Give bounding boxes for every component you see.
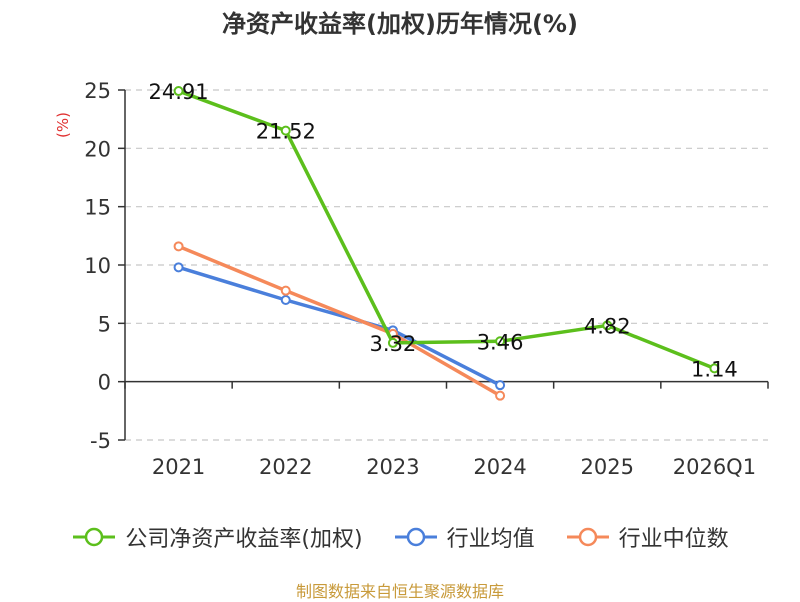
series-line-industry_median xyxy=(177,244,501,398)
legend-item-company[interactable]: 公司净资产收益率(加权) xyxy=(71,521,363,553)
data-label: 24.91 xyxy=(149,80,209,104)
data-label: 3.46 xyxy=(477,330,524,354)
legend-label-company: 公司净资产收益率(加权) xyxy=(125,527,363,552)
data-point-company xyxy=(709,363,720,374)
y-tick-label: 15 xyxy=(84,196,111,220)
data-point-company xyxy=(173,86,184,97)
data-label: 4.82 xyxy=(584,314,631,338)
legend-label-industry-median: 行业中位数 xyxy=(618,527,729,552)
y-tick-label: 20 xyxy=(84,137,111,161)
x-tick-label: 2026Q1 xyxy=(673,455,756,479)
legend-item-industry-avg[interactable]: 行业均值 xyxy=(393,521,535,553)
data-point-company xyxy=(387,337,398,348)
x-tick-label: 2024 xyxy=(473,455,526,479)
data-point-company xyxy=(495,336,506,347)
legend-swatch-industry-median xyxy=(566,527,609,547)
data-point-industry_median xyxy=(495,390,506,401)
data-point-industry_avg xyxy=(280,295,291,305)
data-label: 3.32 xyxy=(370,332,417,356)
y-axis-label: (%) xyxy=(54,112,72,138)
x-tick-label: 2022 xyxy=(259,455,312,479)
data-point-industry_avg xyxy=(495,380,506,391)
y-tick-label: 25 xyxy=(84,79,111,103)
x-tick-label: 2025 xyxy=(581,455,634,479)
legend: 公司净资产收益率(加权) 行业均值 行业中位数 xyxy=(0,520,800,554)
data-point-industry_median xyxy=(173,241,184,252)
y-tick-label: 10 xyxy=(84,254,111,278)
y-tick-label: -5 xyxy=(90,429,111,453)
x-tick-label: 2023 xyxy=(366,455,419,479)
y-tick-label: 5 xyxy=(98,312,111,336)
data-point-industry_avg xyxy=(173,262,184,273)
data-label: 21.52 xyxy=(256,120,316,144)
gridlines xyxy=(125,89,768,441)
data-label: 1.14 xyxy=(691,357,738,381)
data-point-company xyxy=(602,320,613,331)
line-chart: 25 20 15 10 5 0 -5 2021 2022 2023 2024 2025 2026Q1 2… xyxy=(54,79,769,479)
legend-swatch-company xyxy=(73,527,116,547)
data-point-industry_median xyxy=(280,285,291,296)
data-labels: 24.91 21.52 3.32 3.46 4.82 1.14 xyxy=(149,80,738,381)
legend-label-industry-avg: 行业均值 xyxy=(446,527,535,552)
data-source: 制图数据来自恒生聚源数据库 xyxy=(295,582,504,601)
series xyxy=(173,86,720,401)
data-point-company xyxy=(280,125,291,136)
legend-swatch-industry-avg xyxy=(394,527,437,547)
chart-title: 净资产收益率(加权)历年情况(%) xyxy=(222,10,578,38)
series-line-company xyxy=(177,89,716,370)
x-tick-label: 2021 xyxy=(152,455,205,479)
axes: 25 20 15 10 5 0 -5 2021 2022 2023 2024 2025 2026Q1 xyxy=(84,79,769,479)
legend-item-industry-median[interactable]: 行业中位数 xyxy=(565,521,729,553)
series-line-industry_avg xyxy=(178,265,501,387)
y-tick-label: 0 xyxy=(98,371,111,395)
